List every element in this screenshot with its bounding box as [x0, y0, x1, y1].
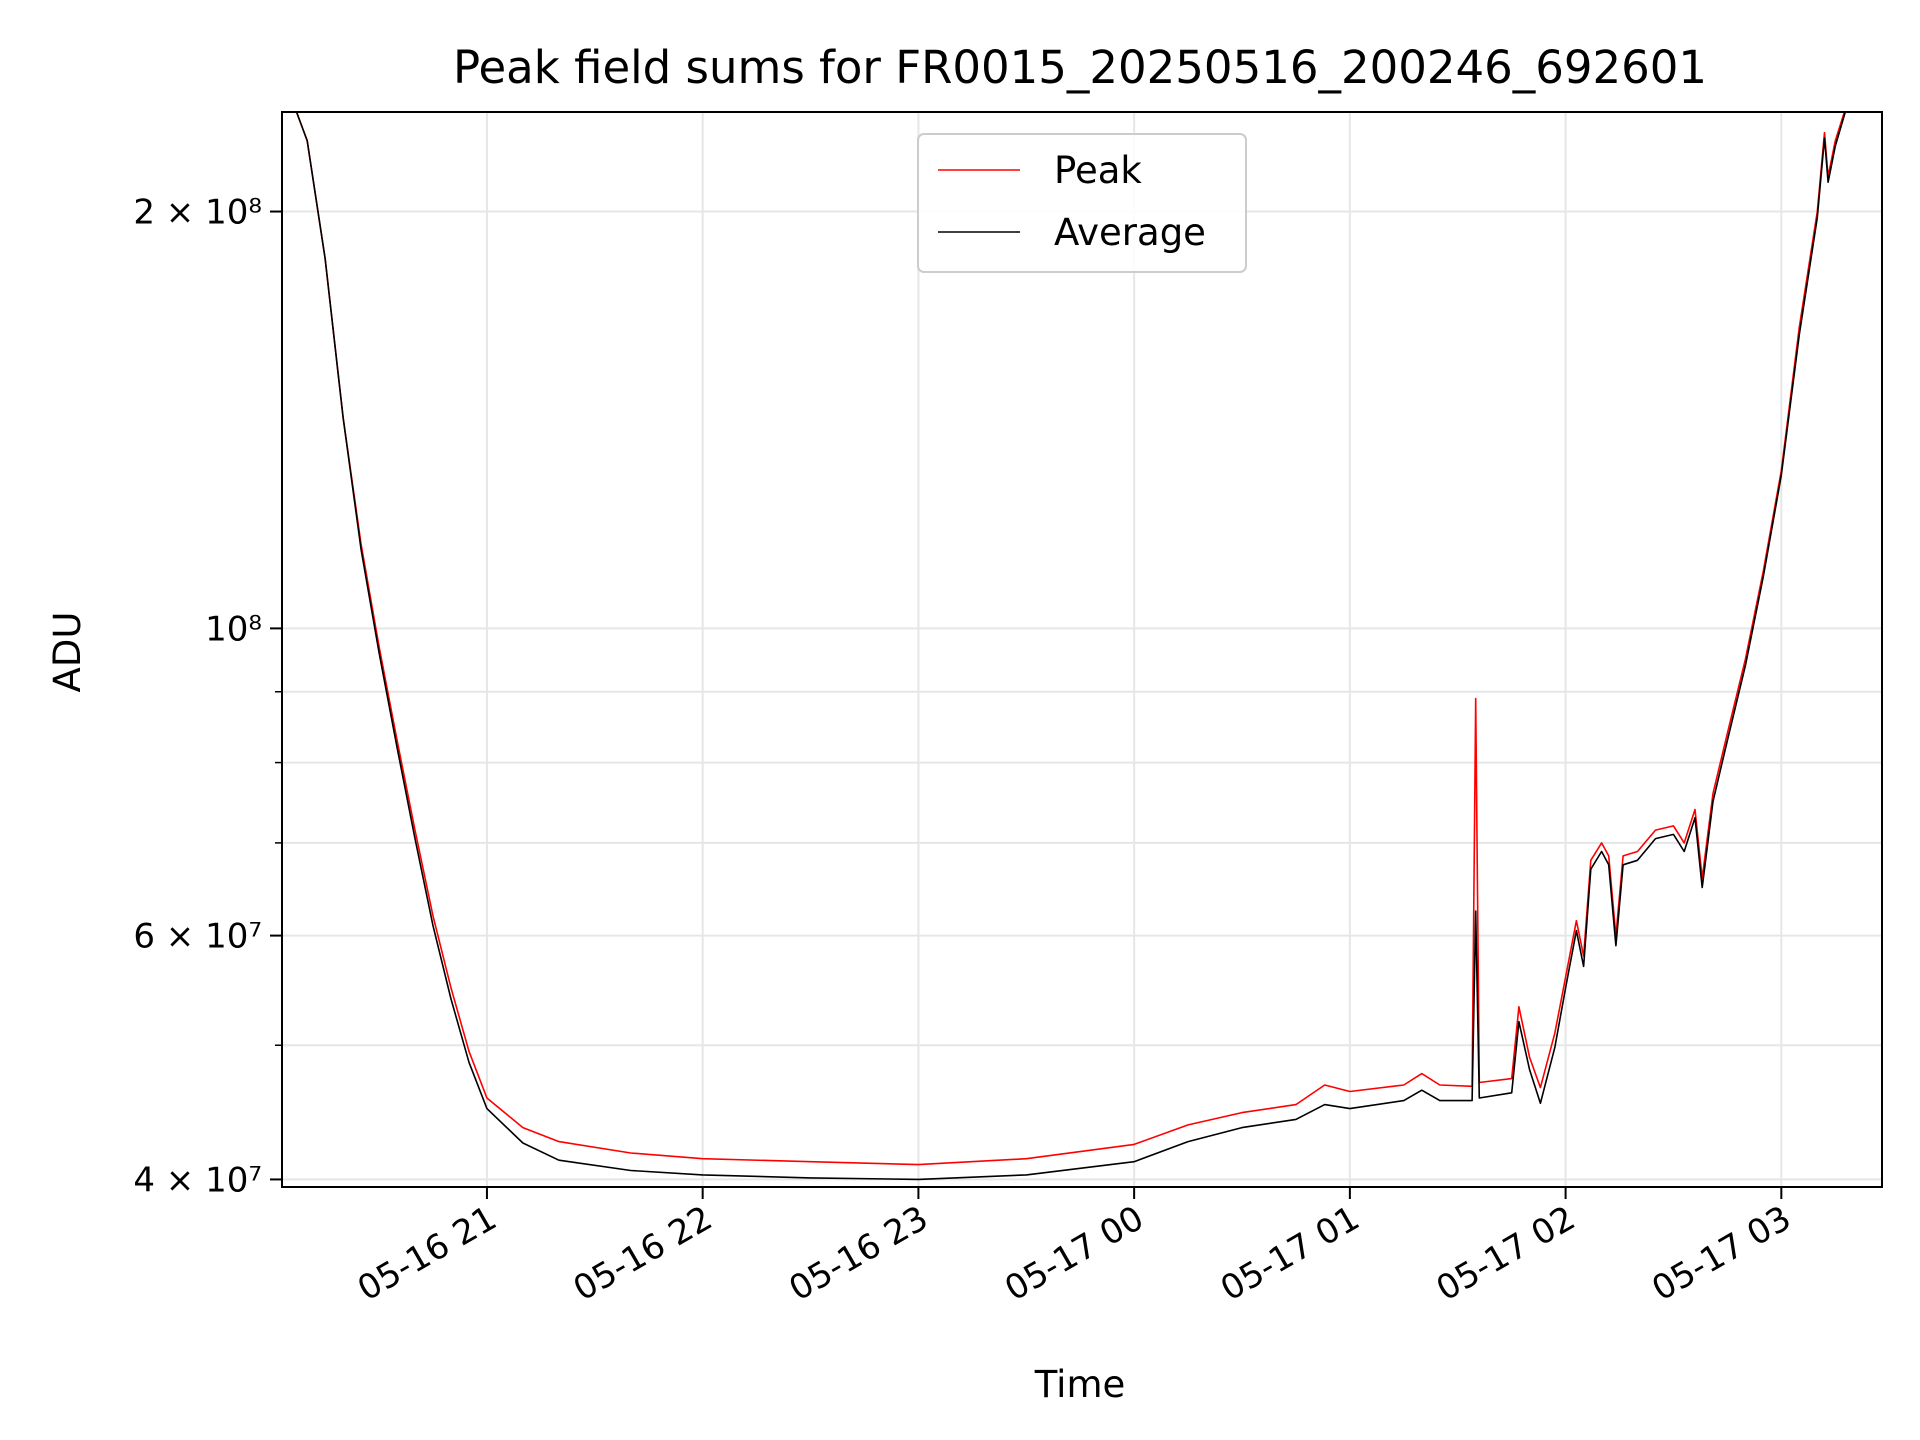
- x-axis-label: Time: [1034, 1363, 1126, 1406]
- series-line-average: [295, 112, 1847, 1181]
- legend-label-average: Average: [1054, 211, 1206, 254]
- y-tick-label: 4 × 10⁷: [133, 1160, 262, 1200]
- series-layer: [295, 112, 1847, 1181]
- plot-frame: [281, 111, 1883, 1188]
- y-tick-label: 6 × 10⁷: [133, 917, 262, 957]
- legend-box: [917, 133, 1247, 273]
- y-axis-label: ADU: [46, 612, 89, 693]
- y-axis: 4 × 10⁷ 6 × 10⁷ 10⁸ 2 × 10⁸: [133, 193, 282, 1200]
- y-tick-label: 10⁸: [205, 609, 262, 649]
- legend: Peak Average: [917, 133, 1247, 273]
- y-tick-label: 2 × 10⁸: [133, 193, 262, 233]
- legend-label-peak: Peak: [1054, 149, 1142, 192]
- chart-title: Peak field sums for FR0015_20250516_2002…: [453, 41, 1707, 94]
